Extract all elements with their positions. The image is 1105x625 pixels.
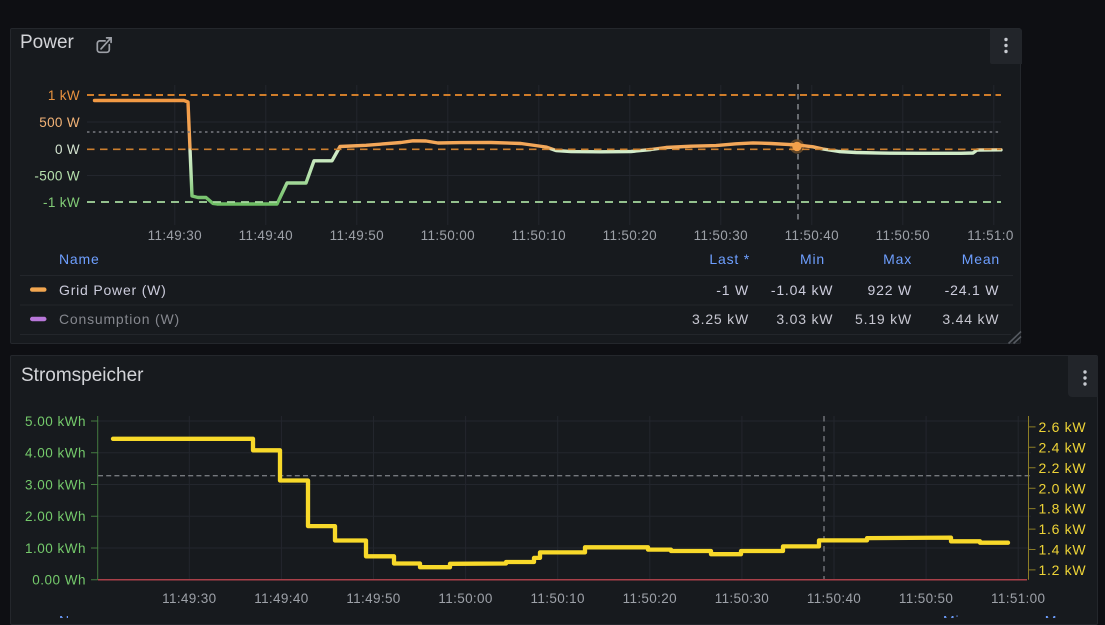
svg-text:3.44 kW: 3.44 kW xyxy=(942,311,999,327)
svg-text:1.00 kWh: 1.00 kWh xyxy=(25,541,86,556)
svg-text:2.6 kW: 2.6 kW xyxy=(1039,419,1087,435)
svg-text:-500 W: -500 W xyxy=(34,168,80,183)
svg-text:2.2 kW: 2.2 kW xyxy=(1039,460,1087,476)
svg-text:4.00 kWh: 4.00 kWh xyxy=(25,446,86,461)
svg-text:11:49:50: 11:49:50 xyxy=(330,228,384,243)
svg-text:1.4 kW: 1.4 kW xyxy=(1039,542,1087,558)
svg-text:11:50:20: 11:50:20 xyxy=(623,591,677,606)
svg-text:11:50:30: 11:50:30 xyxy=(715,591,769,606)
svg-text:Name: Name xyxy=(59,612,100,618)
svg-text:3.25 kW: 3.25 kW xyxy=(692,311,749,327)
svg-text:-1.04 kW: -1.04 kW xyxy=(771,282,833,298)
svg-text:Max: Max xyxy=(883,251,912,267)
svg-text:Grid Power (W): Grid Power (W) xyxy=(59,282,167,298)
svg-text:11:50:30: 11:50:30 xyxy=(694,228,748,243)
svg-text:11:49:30: 11:49:30 xyxy=(162,591,216,606)
svg-text:-24.1 W: -24.1 W xyxy=(945,282,1000,298)
svg-text:1 kW: 1 kW xyxy=(48,88,80,103)
svg-text:11:50:50: 11:50:50 xyxy=(899,591,953,606)
svg-text:11:50:10: 11:50:10 xyxy=(531,591,585,606)
svg-text:11:49:50: 11:49:50 xyxy=(346,591,400,606)
svg-text:11:50:10: 11:50:10 xyxy=(512,228,566,243)
svg-text:11:50:40: 11:50:40 xyxy=(785,228,839,243)
svg-text:Name: Name xyxy=(59,251,100,267)
svg-text:Consumption (W): Consumption (W) xyxy=(59,311,180,327)
svg-text:0 W: 0 W xyxy=(55,142,80,157)
svg-text:11:50:50: 11:50:50 xyxy=(876,228,930,243)
svg-text:11:50:40: 11:50:40 xyxy=(807,591,861,606)
svg-text:11:51:00: 11:51:00 xyxy=(991,591,1045,606)
svg-text:1.2 kW: 1.2 kW xyxy=(1039,562,1087,578)
svg-text:500 W: 500 W xyxy=(39,115,80,130)
svg-text:1.8 kW: 1.8 kW xyxy=(1039,501,1087,517)
svg-text:Min: Min xyxy=(800,251,825,267)
svg-text:2.4 kW: 2.4 kW xyxy=(1039,439,1087,455)
svg-text:3.00 kWh: 3.00 kWh xyxy=(25,477,86,492)
svg-text:2.00 kWh: 2.00 kWh xyxy=(25,509,86,524)
svg-text:922 W: 922 W xyxy=(868,282,912,298)
svg-text:11:49:40: 11:49:40 xyxy=(239,228,293,243)
svg-text:0.00 Wh: 0.00 Wh xyxy=(32,573,86,588)
svg-text:Mean: Mean xyxy=(1045,612,1083,618)
svg-text:3.03 kW: 3.03 kW xyxy=(776,311,833,327)
svg-text:Mean: Mean xyxy=(962,251,1000,267)
svg-text:Min: Min xyxy=(943,612,968,618)
svg-text:5.19 kW: 5.19 kW xyxy=(855,311,912,327)
svg-text:11:51:0: 11:51:0 xyxy=(967,228,1014,243)
svg-text:-1 W: -1 W xyxy=(716,282,749,298)
svg-text:11:49:40: 11:49:40 xyxy=(254,591,308,606)
svg-text:5.00 kWh: 5.00 kWh xyxy=(25,414,86,429)
svg-text:11:50:00: 11:50:00 xyxy=(421,228,475,243)
svg-text:11:50:00: 11:50:00 xyxy=(438,591,492,606)
svg-text:11:49:30: 11:49:30 xyxy=(148,228,202,243)
svg-text:2.0 kW: 2.0 kW xyxy=(1039,480,1087,496)
svg-text:1.6 kW: 1.6 kW xyxy=(1039,521,1087,537)
svg-text:11:50:20: 11:50:20 xyxy=(603,228,657,243)
svg-text:Last *: Last * xyxy=(709,251,750,267)
svg-text:-1 kW: -1 kW xyxy=(43,195,80,210)
